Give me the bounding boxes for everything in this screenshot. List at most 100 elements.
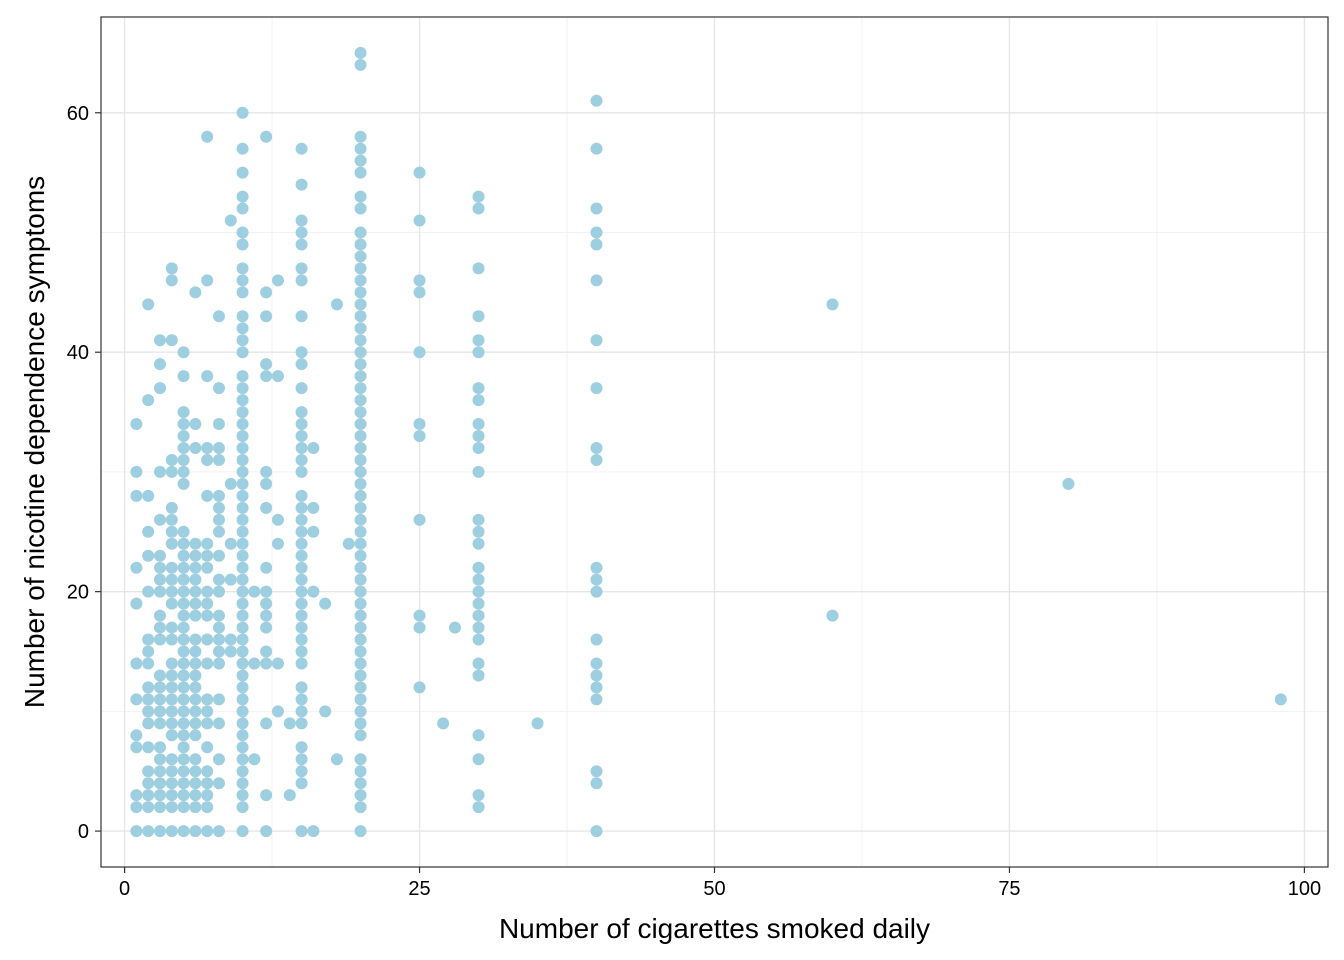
data-point [354,693,367,706]
data-point [1274,693,1287,706]
data-point [153,753,166,766]
data-point [153,717,166,730]
data-point [295,573,308,586]
data-point [165,525,178,538]
data-point [236,693,249,706]
data-point [354,549,367,562]
data-point [413,286,426,299]
data-point [201,765,214,778]
data-point [142,801,155,814]
data-point [354,334,367,347]
data-point [165,669,178,682]
data-point [153,681,166,694]
data-point [189,693,202,706]
data-point [236,322,249,335]
data-point [165,465,178,478]
data-point [295,358,308,371]
data-point [236,190,249,203]
data-point [590,561,603,574]
x-axis-ticks: 0 25 50 75 100 [119,867,1321,900]
data-point [248,657,261,670]
data-point [142,633,155,646]
data-point [1062,477,1075,490]
data-point [295,681,308,694]
data-point [189,286,202,299]
data-point [342,537,355,550]
data-point [271,274,284,287]
data-point [236,513,249,526]
data-point [271,657,284,670]
data-point [142,789,155,802]
data-point [165,621,178,634]
data-point [212,609,225,622]
data-point [236,573,249,586]
data-point [354,609,367,622]
data-point [189,729,202,742]
data-point [260,585,273,598]
data-point [189,549,202,562]
data-point [472,657,485,670]
data-point [319,597,332,610]
data-point [165,262,178,275]
data-point [295,825,308,838]
data-point [590,657,603,670]
data-point [189,669,202,682]
data-point [236,370,249,383]
data-point [260,597,273,610]
data-point [354,561,367,574]
data-point [153,585,166,598]
data-point [295,214,308,227]
data-point [531,717,544,730]
data-point [472,202,485,215]
data-point [177,465,190,478]
data-point [153,741,166,754]
data-point [236,765,249,778]
data-point [201,717,214,730]
data-point [177,406,190,419]
data-point [142,645,155,658]
data-point [590,765,603,778]
data-point [295,645,308,658]
data-point [307,501,320,514]
data-point [236,406,249,419]
data-point [413,609,426,622]
data-point [354,418,367,431]
data-point [295,430,308,443]
data-point [201,801,214,814]
data-point [236,729,249,742]
data-point [295,513,308,526]
data-point [472,789,485,802]
data-point [177,669,190,682]
data-point [165,681,178,694]
data-point [201,633,214,646]
data-point [236,537,249,550]
data-point [413,681,426,694]
data-point [260,789,273,802]
data-point [236,609,249,622]
data-point [177,453,190,466]
data-point [248,585,261,598]
data-point [826,609,839,622]
data-point [201,597,214,610]
data-point [271,537,284,550]
data-point [153,465,166,478]
data-point [177,537,190,550]
data-point [189,753,202,766]
data-point [472,346,485,359]
data-point [201,741,214,754]
y-axis-title: Number of nicotine dependence symptoms [19,176,50,708]
data-point [212,585,225,598]
y-tick-label: 20 [67,582,89,604]
data-points [130,46,1287,838]
data-point [472,310,485,323]
data-point [201,657,214,670]
data-point [236,334,249,347]
data-point [212,501,225,514]
data-point [130,729,143,742]
data-point [354,669,367,682]
data-point [295,537,308,550]
data-point [212,693,225,706]
data-point [354,537,367,550]
data-point [295,561,308,574]
y-tick-label: 60 [67,103,89,125]
